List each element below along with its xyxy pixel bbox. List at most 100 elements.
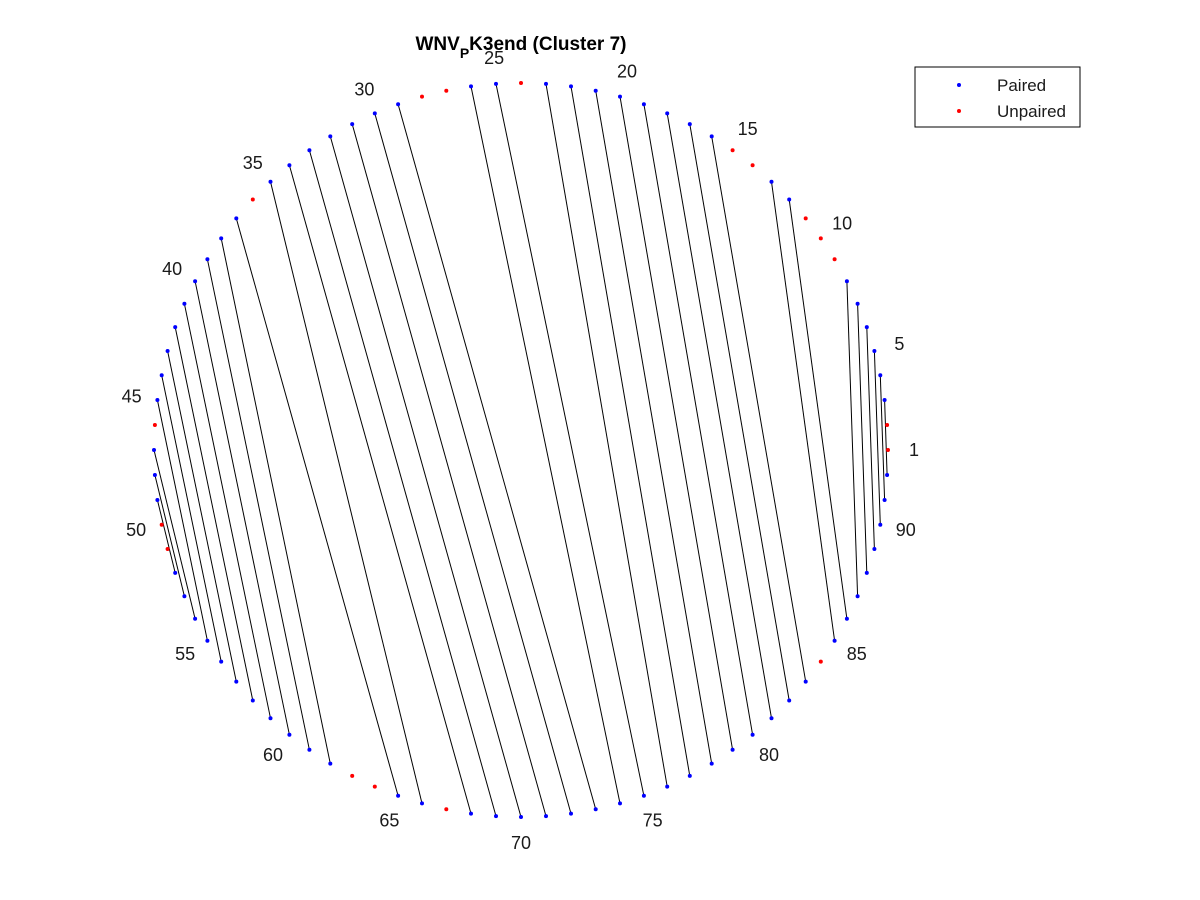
paired-point-70	[519, 815, 523, 819]
pair-line-32-70	[329, 136, 522, 818]
position-label-10: 10	[832, 213, 852, 233]
pair-line-6-89	[866, 327, 875, 550]
legend-box	[914, 66, 1081, 128]
paired-point-59	[268, 716, 273, 721]
paired-point-18	[665, 111, 670, 116]
legend-paired-label: Paired	[997, 76, 1046, 95]
unpaired-point-36	[250, 197, 255, 202]
pair-line-34-68	[288, 165, 472, 814]
paired-point-3	[882, 398, 887, 402]
paired-point-32	[328, 134, 333, 139]
pair-line-20-79	[619, 96, 734, 750]
pair-lines	[153, 83, 888, 818]
pair-line-4-91	[879, 375, 886, 501]
unpaired-point-84	[818, 659, 823, 664]
paired-point-83	[803, 679, 808, 684]
pair-line-30-72	[374, 113, 572, 814]
pair-line-42-58	[174, 326, 254, 701]
position-label-75: 75	[643, 810, 663, 830]
unpaired-point-24	[519, 81, 523, 85]
paired-point-12	[787, 197, 792, 202]
pair-line-33-69	[308, 150, 497, 817]
position-label-35: 35	[243, 153, 263, 173]
paired-point-42	[173, 325, 178, 330]
paired-point-22	[569, 84, 573, 89]
position-label-65: 65	[379, 810, 399, 830]
unpaired-point-46	[152, 423, 157, 427]
pair-line-45-55	[156, 399, 208, 641]
position-label-70: 70	[511, 833, 531, 853]
unpaired-point-9	[832, 257, 837, 262]
pair-line-17-82	[689, 124, 790, 701]
paired-point-29	[396, 102, 401, 107]
position-label-50: 50	[126, 520, 146, 540]
position-label-25: 25	[484, 48, 504, 68]
pair-line-3-92	[884, 399, 888, 476]
paired-point-62	[328, 761, 333, 766]
paired-point-52	[173, 570, 178, 575]
paired-point-6	[864, 325, 869, 330]
paired-point-43	[165, 349, 170, 353]
unpaired-point-28	[420, 94, 424, 99]
paired-point-74	[618, 801, 622, 806]
unpaired-point-1	[886, 448, 890, 452]
unpaired-point-15	[730, 148, 735, 153]
paired-point-37	[234, 216, 239, 221]
paired-point-68	[469, 811, 473, 816]
paired-point-44	[159, 373, 164, 378]
unpaired-point-14	[750, 163, 755, 168]
pair-line-7-88	[857, 303, 868, 573]
paired-point-33	[307, 148, 312, 153]
paired-point-60	[287, 732, 292, 737]
legend-unpaired-marker	[957, 109, 961, 113]
paired-point-38	[219, 236, 224, 241]
paired-point-69	[494, 814, 498, 819]
pair-line-40-60	[194, 281, 290, 735]
paired-point-81	[769, 716, 774, 721]
pair-line-37-65	[235, 218, 399, 796]
paired-point-13	[769, 179, 774, 184]
paired-point-8	[844, 279, 849, 284]
position-label-90: 90	[896, 520, 916, 540]
position-label-85: 85	[847, 644, 867, 664]
paired-point-85	[832, 638, 837, 643]
pair-line-47-54	[153, 449, 196, 619]
paired-point-34	[287, 163, 292, 168]
paired-point-77	[687, 773, 692, 778]
paired-point-75	[641, 793, 646, 798]
paired-point-61	[307, 747, 312, 752]
pair-line-38-62	[220, 238, 331, 764]
paired-point-79	[730, 747, 735, 752]
pair-line-12-86	[788, 199, 848, 619]
paired-point-48	[152, 473, 157, 477]
pair-line-39-61	[206, 259, 310, 750]
paired-point-39	[205, 257, 210, 262]
legend-unpaired-label: Unpaired	[997, 102, 1066, 121]
position-label-30: 30	[354, 80, 374, 100]
position-label-60: 60	[263, 745, 283, 765]
chart-title: WNVPK3end (Cluster 7)	[416, 34, 627, 61]
position-label-5: 5	[894, 334, 904, 354]
pair-line-13-85	[771, 181, 836, 641]
pair-line-35-66	[270, 181, 423, 804]
paired-point-19	[641, 102, 646, 107]
unpaired-point-11	[803, 216, 808, 221]
unpaired-point-10	[818, 236, 823, 241]
legend-paired-marker	[957, 83, 961, 87]
unpaired-point-50	[159, 522, 164, 527]
paired-point-20	[618, 94, 622, 99]
paired-point-41	[182, 301, 187, 306]
paired-point-56	[219, 659, 224, 664]
paired-point-35	[268, 179, 273, 184]
paired-point-17	[687, 122, 692, 127]
paired-point-54	[193, 616, 198, 621]
pair-line-26-74	[470, 86, 621, 804]
paired-point-86	[844, 616, 849, 621]
title-rest: K3end (Cluster 7)	[469, 34, 626, 55]
position-label-80: 80	[759, 745, 779, 765]
pair-line-22-77	[570, 86, 691, 776]
paired-point-21	[593, 88, 598, 93]
unpaired-point-64	[372, 784, 377, 789]
